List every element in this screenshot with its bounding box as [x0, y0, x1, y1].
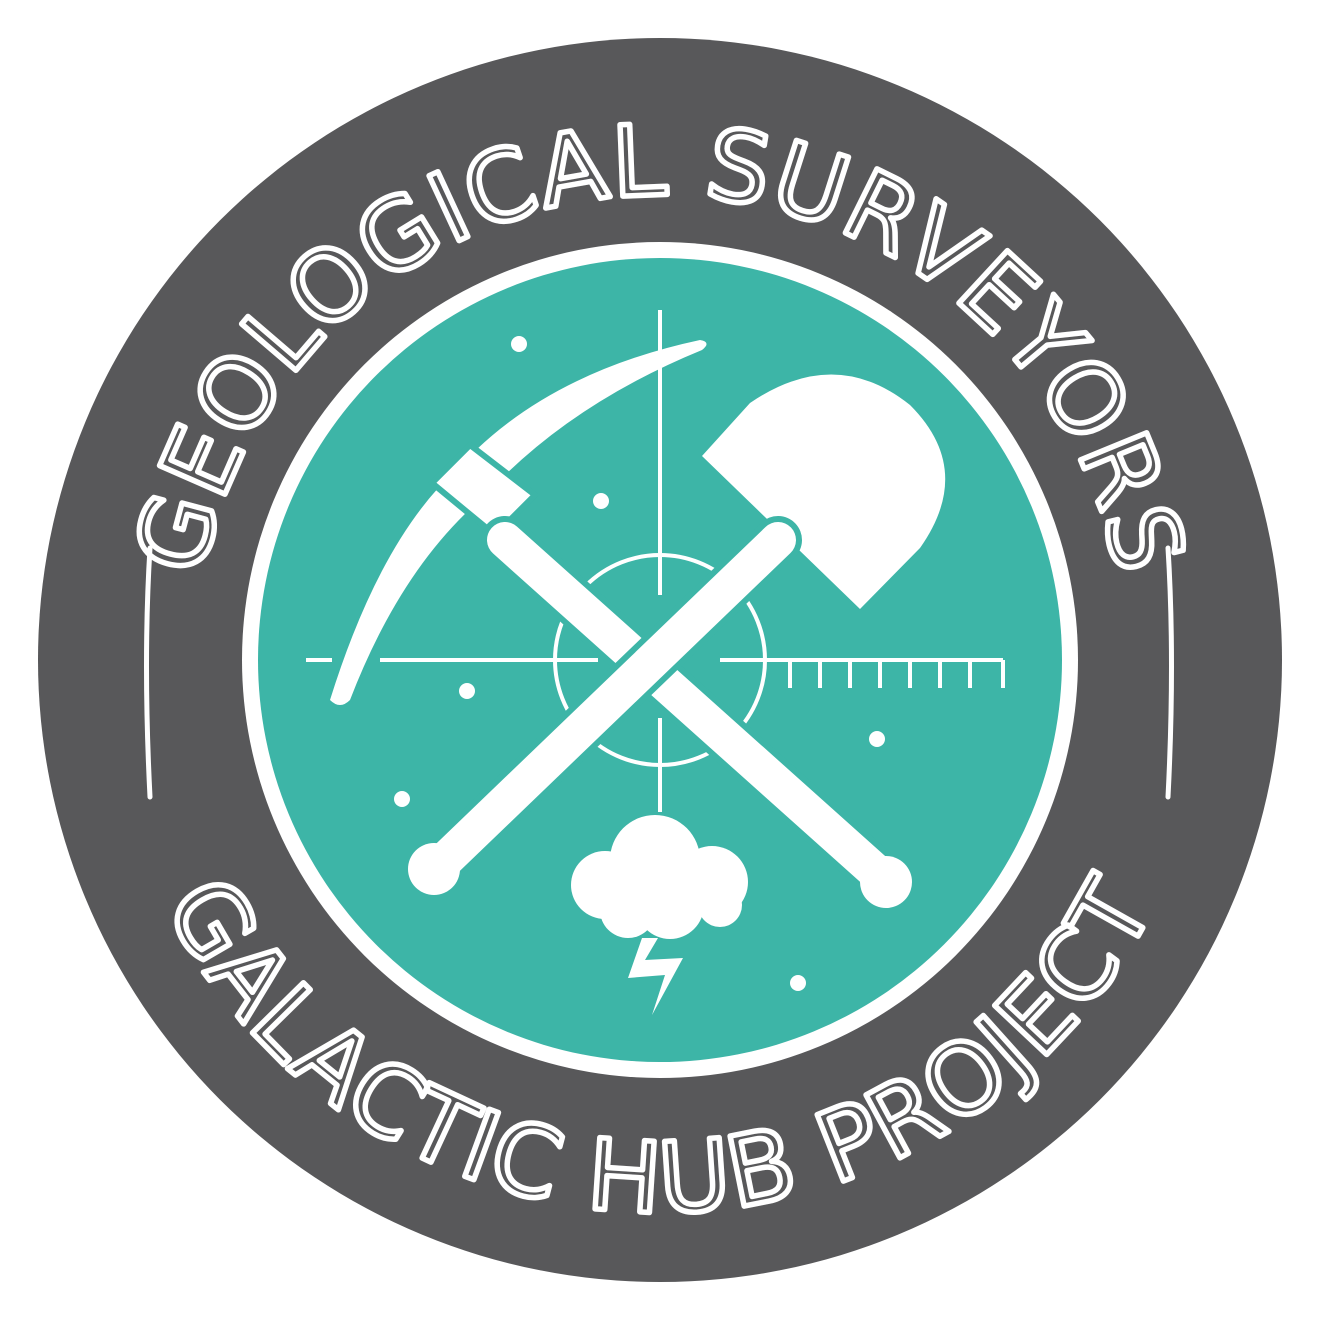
- pickaxe-icon: [330, 340, 912, 908]
- lightning-bolt-icon: [628, 938, 683, 1015]
- ruler-icon: [788, 660, 972, 688]
- shovel-handle-fill: [422, 522, 796, 883]
- shovel-handle-knob: [408, 843, 460, 895]
- storm-cloud-icon: [571, 815, 748, 939]
- left-dash: [144, 545, 153, 800]
- right-dash: [1165, 545, 1174, 800]
- shovel-blade: [702, 374, 946, 609]
- star-dot-icon: [394, 336, 885, 991]
